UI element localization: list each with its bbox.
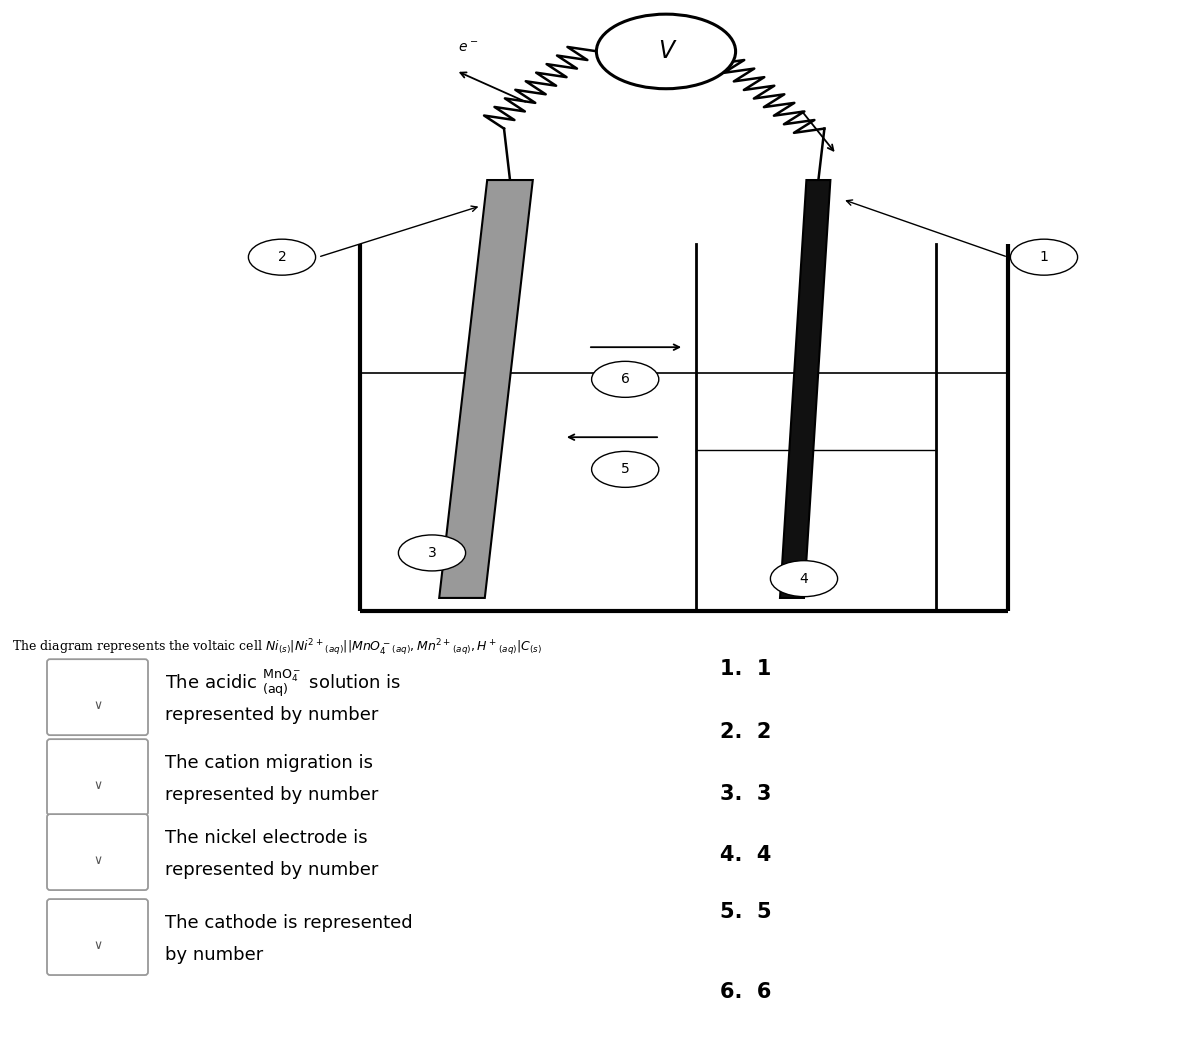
Text: ∨: ∨ <box>92 779 102 791</box>
Text: 6: 6 <box>620 372 630 387</box>
Text: ∨: ∨ <box>92 699 102 711</box>
Polygon shape <box>439 180 533 598</box>
Text: ∨: ∨ <box>92 938 102 952</box>
Text: 1.  1: 1. 1 <box>720 660 772 679</box>
Text: 4.  4: 4. 4 <box>720 845 772 865</box>
Text: The nickel electrode is: The nickel electrode is <box>166 830 367 847</box>
Circle shape <box>592 361 659 397</box>
Text: represented by number: represented by number <box>166 861 378 879</box>
Circle shape <box>770 561 838 596</box>
Text: 5: 5 <box>620 463 630 476</box>
Text: by number: by number <box>166 946 263 964</box>
Text: ∨: ∨ <box>92 853 102 867</box>
FancyBboxPatch shape <box>47 660 148 735</box>
FancyBboxPatch shape <box>47 739 148 815</box>
Text: 2.  2: 2. 2 <box>720 722 772 742</box>
Text: The acidic $\mathregular{^{MnO_4^-}_{(aq)}}$ solution is: The acidic $\mathregular{^{MnO_4^-}_{(aq… <box>166 667 401 699</box>
Polygon shape <box>780 180 830 598</box>
FancyBboxPatch shape <box>47 899 148 975</box>
Text: The cation migration is: The cation migration is <box>166 754 373 773</box>
Text: 3: 3 <box>427 545 437 560</box>
Text: 4: 4 <box>799 571 809 586</box>
Text: represented by number: represented by number <box>166 706 378 724</box>
Circle shape <box>398 535 466 571</box>
Circle shape <box>592 451 659 487</box>
Text: 1: 1 <box>1039 250 1049 264</box>
Text: 2: 2 <box>277 250 287 264</box>
Text: V: V <box>658 39 674 63</box>
Text: The cathode is represented: The cathode is represented <box>166 914 413 932</box>
FancyBboxPatch shape <box>47 814 148 890</box>
Text: 3.  3: 3. 3 <box>720 784 772 804</box>
Text: 5.  5: 5. 5 <box>720 902 772 922</box>
Circle shape <box>1010 240 1078 275</box>
Circle shape <box>596 15 736 89</box>
Text: The diagram represents the voltaic cell $Ni_{(s)}|Ni^{2+}{}_{(aq)}||MnO_4^-{}_{(: The diagram represents the voltaic cell … <box>12 637 542 657</box>
Circle shape <box>248 240 316 275</box>
Text: represented by number: represented by number <box>166 786 378 804</box>
Text: 6.  6: 6. 6 <box>720 982 772 1002</box>
Text: $e^-$: $e^-$ <box>458 40 478 55</box>
